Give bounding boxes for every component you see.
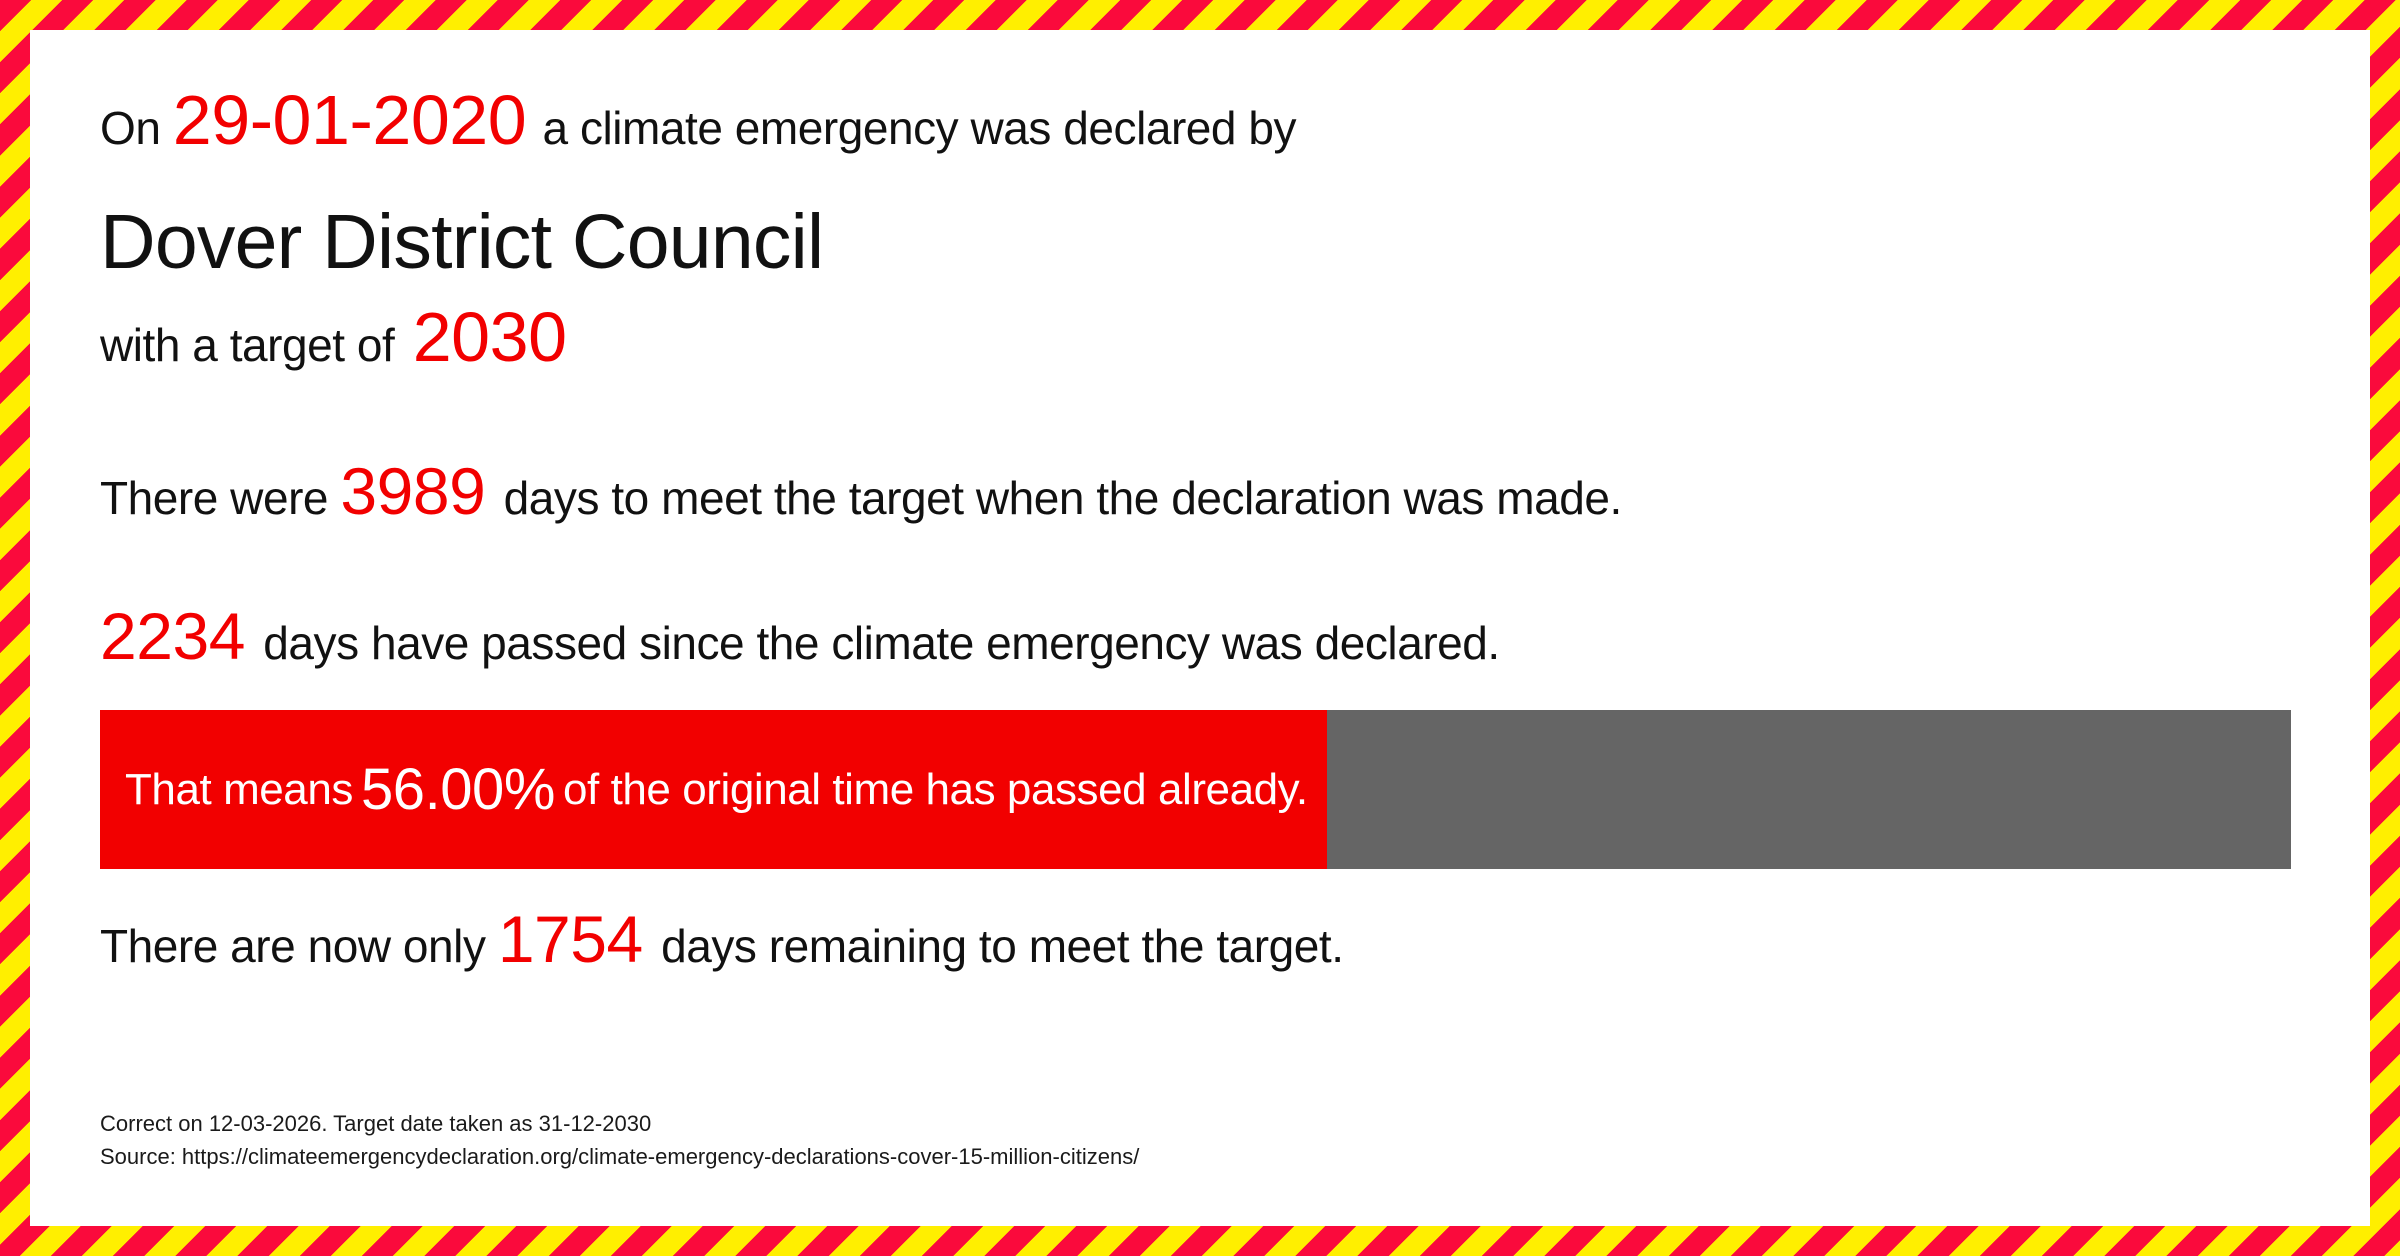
days-passed-number: 2234 [100, 599, 245, 673]
footnote-source: Source: https://climateemergencydeclarat… [100, 1144, 1140, 1169]
progress-text: That means 56.00% of the original time h… [125, 710, 1308, 869]
days-passed-line: 2234 days have passed since the climate … [100, 603, 1500, 670]
declaration-suffix: a climate emergency was declared by [530, 102, 1297, 154]
council-name: Dover District Council [100, 199, 824, 285]
days-remaining-number: 1754 [497, 902, 643, 976]
progress-fill [100, 710, 1327, 869]
progress-prefix: That means [125, 764, 353, 814]
days-total-prefix: There were [100, 472, 341, 524]
declaration-line: On 29-01-2020 a climate emergency was de… [100, 85, 1297, 155]
declaration-date: 29-01-2020 [172, 81, 527, 159]
days-passed-suffix: days have passed since the climate emerg… [250, 617, 1500, 669]
days-remaining-prefix: There are now only [100, 920, 498, 972]
days-total-line: There were 3989 days to meet the target … [100, 458, 1622, 525]
target-line: with a target of 2030 [100, 302, 567, 372]
days-remaining-line: There are now only 1754 days remaining t… [100, 906, 1344, 973]
progress-percent: 56.00% [360, 757, 556, 822]
progress-bar: That means 56.00% of the original time h… [100, 710, 2291, 869]
days-total-suffix: days to meet the target when the declara… [491, 472, 1623, 524]
declaration-prefix: On [100, 102, 173, 154]
footnote: Correct on 12-03-2026. Target date taken… [100, 1107, 1139, 1173]
days-total-number: 3989 [340, 454, 486, 528]
days-remaining-suffix: days remaining to meet the target. [648, 920, 1344, 972]
progress-suffix: of the original time has passed already. [563, 764, 1308, 814]
footnote-correct-on: Correct on 12-03-2026. Target date taken… [100, 1111, 652, 1136]
target-year: 2030 [412, 298, 567, 376]
content-area: On 29-01-2020 a climate emergency was de… [30, 30, 2370, 1226]
target-prefix: with a target of [100, 319, 407, 371]
